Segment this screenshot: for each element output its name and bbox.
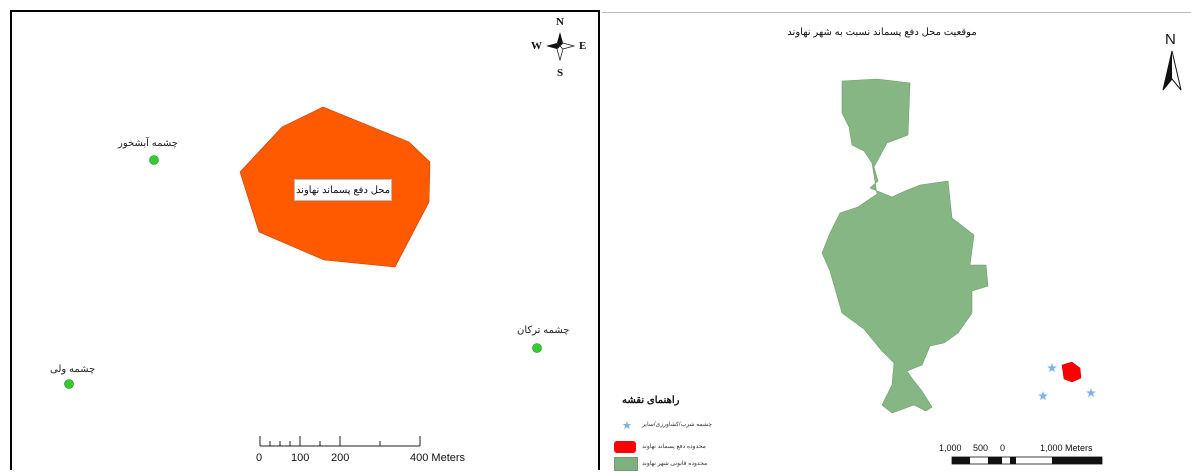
map-title: موقعیت محل دفع پسماند نسبت به شهر نهاوند — [787, 27, 977, 38]
scale-label-0: 0 — [256, 452, 263, 464]
legend-title: راهنمای نقشه — [622, 395, 680, 406]
left-map-panel: محل دفع پسماند نهاوند چشمه آبشخور چشمه ت… — [10, 10, 600, 470]
right-scale-label-0: 0 — [1000, 443, 1006, 453]
spring-marker-vali[interactable] — [64, 379, 74, 389]
legend-item-waste-site: محدوده دفع پسماند نهاوند — [642, 444, 706, 450]
scale-label-100: 100 — [291, 452, 310, 464]
legend-item-city: محدوده قانونی شهر نهاوند — [642, 461, 708, 467]
spring-marker-abshkhor[interactable] — [149, 155, 159, 165]
compass-west-letter: W — [531, 40, 542, 52]
city-boundary-polygon[interactable] — [821, 78, 989, 414]
spring-label-abshkhor: چشمه آبشخور — [118, 138, 178, 149]
right-waste-site-polygon[interactable] — [1061, 361, 1082, 383]
spring-label-tarkan: چشمه ترکان — [517, 325, 570, 336]
spring-marker-tarkan[interactable] — [532, 343, 542, 353]
right-scale-label-1000-left: 1,000 — [939, 443, 962, 453]
spring-star-icon[interactable] — [1038, 391, 1048, 401]
compass-south-letter: S — [557, 67, 564, 79]
spring-label-vali: چشمه ولی — [50, 364, 96, 375]
spring-star-icon[interactable] — [1086, 388, 1096, 398]
left-map-canvas — [64, 32, 576, 447]
legend-swatch-waste-site — [614, 441, 636, 453]
right-scale-bar — [951, 456, 1103, 465]
north-arrow-letter: N — [1165, 31, 1176, 48]
spring-star-icon[interactable] — [1047, 363, 1057, 373]
scale-label-400: 400 Meters — [410, 452, 466, 464]
scale-label-200: 200 — [331, 452, 350, 464]
left-scale-bar — [259, 436, 421, 447]
compass-east-letter: E — [579, 40, 587, 52]
waste-site-label: محل دفع پسماند نهاوند — [294, 179, 392, 201]
legend-item-springs: چشمه شرب/کشاورزی/سایر — [642, 422, 712, 428]
right-map-panel: موقعیت محل دفع پسماند نسبت به شهر نهاوند… — [602, 12, 1191, 471]
right-scale-label-500: 500 — [973, 443, 989, 453]
right-map-canvas — [622, 50, 1182, 465]
legend-star-icon — [622, 421, 632, 430]
spring-stars — [1038, 363, 1096, 401]
compass-north-letter: N — [556, 16, 564, 28]
right-scale-label-1000-meters: 1,000 Meters — [1040, 443, 1093, 453]
compass-rose-icon — [546, 32, 576, 62]
legend-swatch-city — [614, 457, 638, 471]
